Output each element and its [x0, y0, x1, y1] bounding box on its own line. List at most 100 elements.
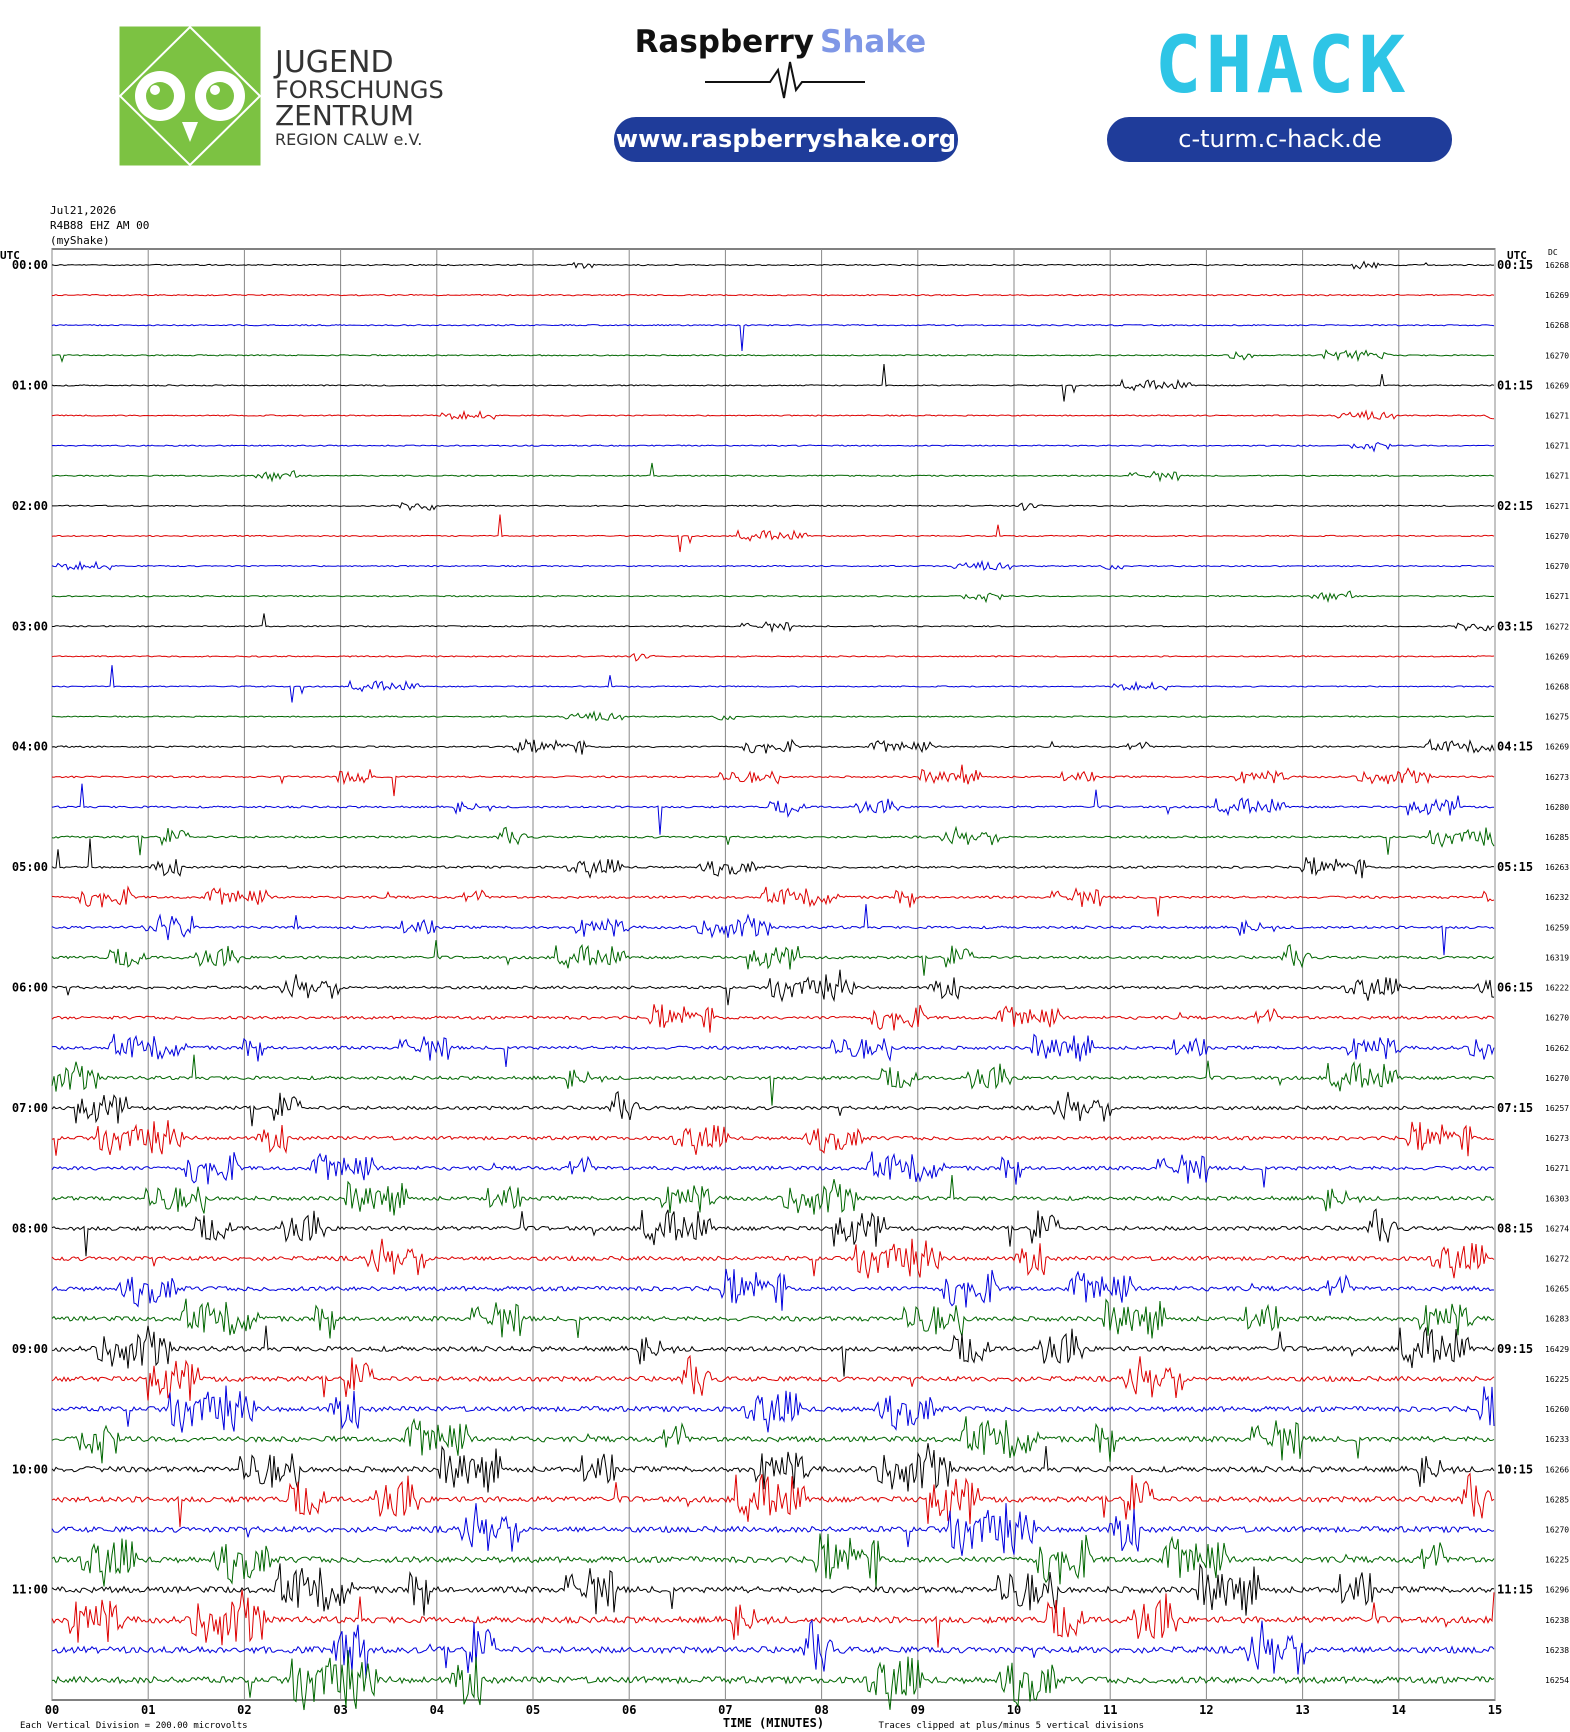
- url-pill: [614, 117, 958, 162]
- dc-value: 16260: [1545, 1405, 1569, 1414]
- trace: [51, 1298, 1495, 1339]
- dc-value: 16270: [1545, 1014, 1569, 1023]
- row-time-label: 04:15: [1497, 740, 1533, 754]
- trace: [51, 293, 1495, 297]
- trace: [51, 940, 1495, 976]
- x-tick-label: 04: [430, 1703, 444, 1717]
- dc-value: 16273: [1545, 1134, 1569, 1143]
- trace: [52, 613, 1495, 633]
- chack-logo: CHACK: [1155, 21, 1410, 111]
- dc-value: 16270: [1545, 1525, 1569, 1534]
- dc-value: 16280: [1545, 803, 1569, 812]
- row-time-label: 06:00: [12, 981, 48, 995]
- row-time-label: 11:15: [1497, 1583, 1533, 1597]
- dc-value: 16257: [1545, 1104, 1569, 1113]
- x-tick-label: 08: [814, 1703, 828, 1717]
- trace: [51, 348, 1495, 364]
- trace: [51, 1090, 1495, 1127]
- row-time-label: 02:00: [12, 499, 48, 513]
- brand-right: Shake: [820, 24, 926, 60]
- logo-line: FORSCHUNGS: [275, 76, 444, 104]
- trace: [51, 559, 1495, 571]
- trace: [51, 1054, 1495, 1106]
- logo-line: REGION CALW e.V.: [275, 130, 422, 149]
- trace: [51, 1120, 1495, 1157]
- url-pill: [1107, 117, 1452, 162]
- dc-value: 16254: [1545, 1676, 1569, 1685]
- x-tick-label: 02: [237, 1703, 251, 1717]
- jfz-logo: [118, 25, 262, 167]
- dc-value: 16269: [1545, 652, 1569, 661]
- dc-value: 16273: [1545, 773, 1569, 782]
- trace: [51, 1472, 1495, 1528]
- trace: [51, 1325, 1495, 1377]
- dc-value: 16270: [1545, 351, 1569, 360]
- x-tick-label: 11: [1103, 1703, 1117, 1717]
- trace: [51, 1151, 1495, 1188]
- trace: [51, 1562, 1495, 1616]
- x-tick-label: 12: [1199, 1703, 1213, 1717]
- dc-value: 16268: [1545, 321, 1569, 330]
- x-tick-label: 05: [526, 1703, 540, 1717]
- x-tick-label: 06: [622, 1703, 636, 1717]
- trace: [51, 1268, 1495, 1311]
- dc-value: 16296: [1545, 1586, 1569, 1595]
- left-axis-title: UTC: [0, 249, 20, 262]
- row-time-label: 04:00: [12, 740, 48, 754]
- dc-value: 16269: [1545, 743, 1569, 752]
- trace: [52, 501, 1495, 512]
- trace: [51, 1443, 1495, 1493]
- row-time-label: 07:15: [1497, 1101, 1533, 1115]
- trace: [51, 1533, 1495, 1589]
- url[interactable]: c-turm.c-hack.de: [1178, 125, 1381, 153]
- dc-value: 16285: [1545, 833, 1569, 842]
- dc-value: 16270: [1545, 1074, 1569, 1083]
- x-tick-label: 10: [1007, 1703, 1021, 1717]
- footer-right: Traces clipped at plus/minus 5 vertical …: [879, 1721, 1145, 1731]
- trace: [51, 1589, 1495, 1648]
- trace: [51, 885, 1495, 917]
- dc-value: 16271: [1545, 1164, 1569, 1173]
- trace: [51, 442, 1495, 453]
- row-time-label: 07:00: [12, 1101, 48, 1115]
- x-tick-label: 03: [333, 1703, 347, 1717]
- dc-value: 16272: [1545, 622, 1569, 631]
- row-time-label: 03:15: [1497, 619, 1533, 633]
- row-time-label: 01:00: [12, 378, 48, 392]
- trace: [51, 324, 1495, 351]
- row-time-label: 10:00: [12, 1462, 48, 1476]
- dc-value: 16225: [1545, 1375, 1569, 1384]
- dc-value: 16271: [1545, 592, 1569, 601]
- dc-value: 16429: [1545, 1345, 1569, 1354]
- dc-value: 16271: [1545, 412, 1569, 421]
- x-tick-label: 00: [45, 1703, 59, 1717]
- station-source: (myShake): [50, 234, 110, 247]
- dc-value: 16271: [1545, 472, 1569, 481]
- brand-wave: [705, 61, 865, 99]
- trace: [51, 1385, 1495, 1433]
- trace: [51, 738, 1495, 755]
- trace: [51, 783, 1494, 835]
- dc-value: 16225: [1545, 1556, 1569, 1565]
- dc-value: 16265: [1545, 1285, 1569, 1294]
- x-tick-label: 01: [141, 1703, 155, 1717]
- dc-value: 16259: [1545, 923, 1569, 932]
- station-channel: R4B88 EHZ AM 00: [50, 219, 149, 232]
- row-time-label: 05:00: [12, 860, 48, 874]
- url[interactable]: www.raspberryshake.org: [616, 125, 956, 153]
- trace: [51, 590, 1495, 604]
- trace: [51, 825, 1495, 856]
- dc-value: 16269: [1545, 291, 1569, 300]
- trace: [51, 1004, 1495, 1033]
- trace: [51, 1650, 1495, 1711]
- dc-value: 16303: [1545, 1194, 1569, 1203]
- x-tick-label: 14: [1392, 1703, 1406, 1717]
- dc-value: 16270: [1545, 532, 1569, 541]
- footer-left: Each Vertical Division = 200.00 microvol…: [20, 1721, 248, 1731]
- x-tick-label: 13: [1295, 1703, 1309, 1717]
- trace: [51, 1238, 1495, 1279]
- dc-value: 16272: [1545, 1255, 1569, 1264]
- trace: [51, 665, 1495, 703]
- row-time-label: 11:00: [12, 1583, 48, 1597]
